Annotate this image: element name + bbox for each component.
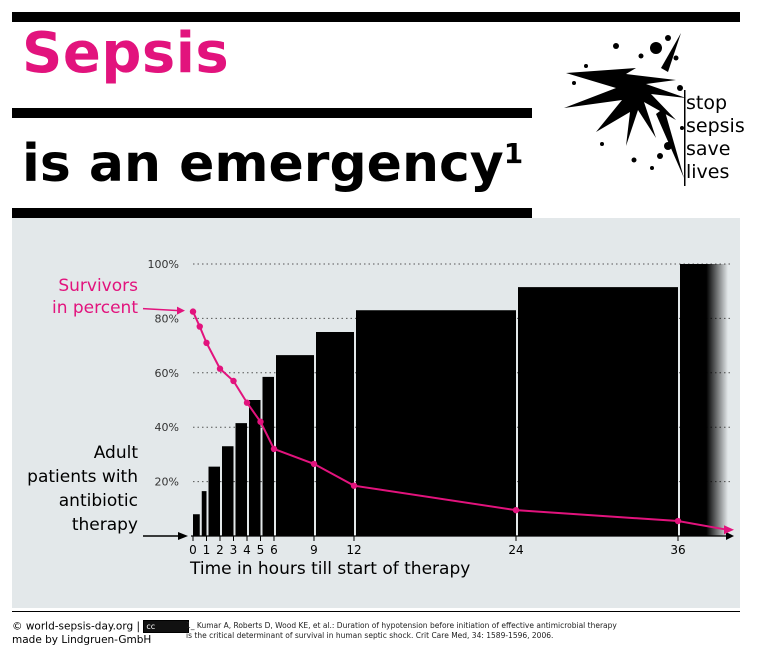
bar bbox=[680, 264, 728, 536]
bar bbox=[201, 491, 207, 536]
top-rule bbox=[12, 12, 740, 22]
logo-line: lives bbox=[686, 161, 730, 183]
x-tick-label: 4 bbox=[243, 543, 251, 557]
x-tick-label: 3 bbox=[230, 543, 238, 557]
bar bbox=[193, 514, 200, 536]
y-tick-label: 20% bbox=[155, 476, 179, 489]
copyright-text: © world-sepsis-day.org | bbox=[12, 620, 141, 633]
bar bbox=[208, 466, 220, 536]
y-tick-label: 100% bbox=[148, 258, 179, 271]
reference-line: 1_ Kumar A, Roberts D, Wood KE, et al.: … bbox=[186, 621, 617, 630]
subtitle-text: is an emergency bbox=[22, 134, 504, 194]
bar bbox=[262, 376, 274, 536]
chart-panel: 20% 40% 60% 80% 100% 0 1 2 3 4 5 6 9 12 24 36 Time in ho… bbox=[12, 218, 740, 608]
y-tick-label: 60% bbox=[155, 367, 179, 380]
bar bbox=[276, 355, 314, 536]
patients-label: Adult bbox=[94, 443, 139, 463]
footer-rule bbox=[12, 611, 740, 612]
x-tick-label: 24 bbox=[508, 543, 523, 557]
x-tick-label: 9 bbox=[310, 543, 318, 557]
x-tick-label: 12 bbox=[346, 543, 361, 557]
bar bbox=[222, 446, 234, 536]
patients-arrow-icon bbox=[178, 532, 188, 540]
survival-point bbox=[257, 418, 264, 425]
survivors-arrow-icon bbox=[177, 306, 185, 315]
x-tick-label: 36 bbox=[670, 543, 685, 557]
bar bbox=[249, 400, 261, 536]
footer-credits: © world-sepsis-day.org | cc made by Lind… bbox=[12, 620, 190, 647]
survivors-label: in percent bbox=[52, 298, 138, 318]
credit-text: made by Lindgruen-GmbH bbox=[12, 633, 152, 646]
bottom-rule bbox=[12, 208, 532, 218]
logo-line: save bbox=[686, 138, 731, 160]
survival-point bbox=[216, 365, 224, 372]
survival-point bbox=[196, 323, 203, 330]
x-tick-label: 2 bbox=[216, 543, 224, 557]
survival-point bbox=[270, 445, 278, 453]
footnote-marker: 1 bbox=[503, 137, 524, 170]
bar bbox=[518, 287, 678, 536]
bar bbox=[316, 332, 354, 536]
survival-point bbox=[674, 517, 682, 525]
x-axis-arrow-icon bbox=[726, 532, 734, 540]
page-title: Sepsis bbox=[22, 21, 230, 86]
survival-point bbox=[203, 339, 210, 347]
survival-point bbox=[189, 308, 197, 315]
footnote-reference: 1_ Kumar A, Roberts D, Wood KE, et al.: … bbox=[186, 621, 626, 641]
survivors-label: Survivors bbox=[58, 276, 138, 296]
logo-line: stop bbox=[686, 92, 728, 114]
survival-point bbox=[350, 482, 358, 489]
x-tick-label: 0 bbox=[189, 543, 197, 557]
survival-point bbox=[512, 506, 520, 514]
y-tick-label: 40% bbox=[155, 421, 179, 434]
patients-label: patients with bbox=[27, 467, 138, 487]
survival-point bbox=[310, 460, 318, 468]
page-subtitle: is an emergency1 bbox=[22, 138, 523, 190]
bar bbox=[356, 310, 516, 536]
survivors-pointer bbox=[142, 307, 180, 312]
x-tick-label: 5 bbox=[257, 543, 265, 557]
middle-rule bbox=[12, 108, 532, 118]
x-tick-label: 1 bbox=[203, 543, 211, 557]
survival-point bbox=[230, 377, 237, 385]
splatter-icon bbox=[564, 33, 686, 186]
cc-license-badge[interactable]: cc bbox=[143, 620, 190, 633]
logo-line: sepsis bbox=[686, 115, 745, 137]
patients-label: therapy bbox=[72, 515, 138, 535]
line-arrow-icon bbox=[724, 525, 734, 535]
logo-text: stop sepsis save lives bbox=[686, 92, 745, 184]
x-axis-label: Time in hours till start of therapy bbox=[189, 559, 470, 579]
x-tick-label: 6 bbox=[270, 543, 278, 557]
patients-label: antibiotic bbox=[59, 491, 138, 511]
y-tick-label: 80% bbox=[155, 312, 179, 325]
cc-badge-text: cc bbox=[146, 622, 156, 631]
reference-line: is the critical determinant of survival … bbox=[186, 631, 554, 640]
bar bbox=[235, 423, 247, 536]
survival-point bbox=[243, 399, 251, 406]
